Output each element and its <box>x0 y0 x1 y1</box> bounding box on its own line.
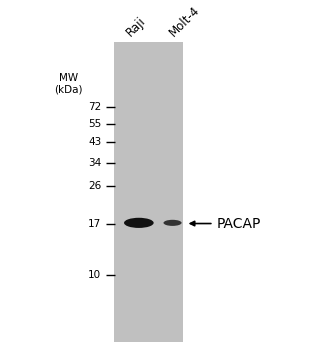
Ellipse shape <box>124 218 154 228</box>
Text: 72: 72 <box>88 102 101 112</box>
Text: 17: 17 <box>88 219 101 229</box>
Text: 34: 34 <box>88 158 101 168</box>
Text: 43: 43 <box>88 137 101 147</box>
Text: Raji: Raji <box>123 14 148 39</box>
Text: Molt-4: Molt-4 <box>167 4 202 39</box>
Ellipse shape <box>163 220 182 226</box>
Text: PACAP: PACAP <box>217 216 261 230</box>
Text: MW
(kDa): MW (kDa) <box>54 73 83 94</box>
Text: 55: 55 <box>88 118 101 129</box>
Text: 26: 26 <box>88 181 101 191</box>
Text: 10: 10 <box>88 270 101 280</box>
FancyBboxPatch shape <box>114 42 183 342</box>
